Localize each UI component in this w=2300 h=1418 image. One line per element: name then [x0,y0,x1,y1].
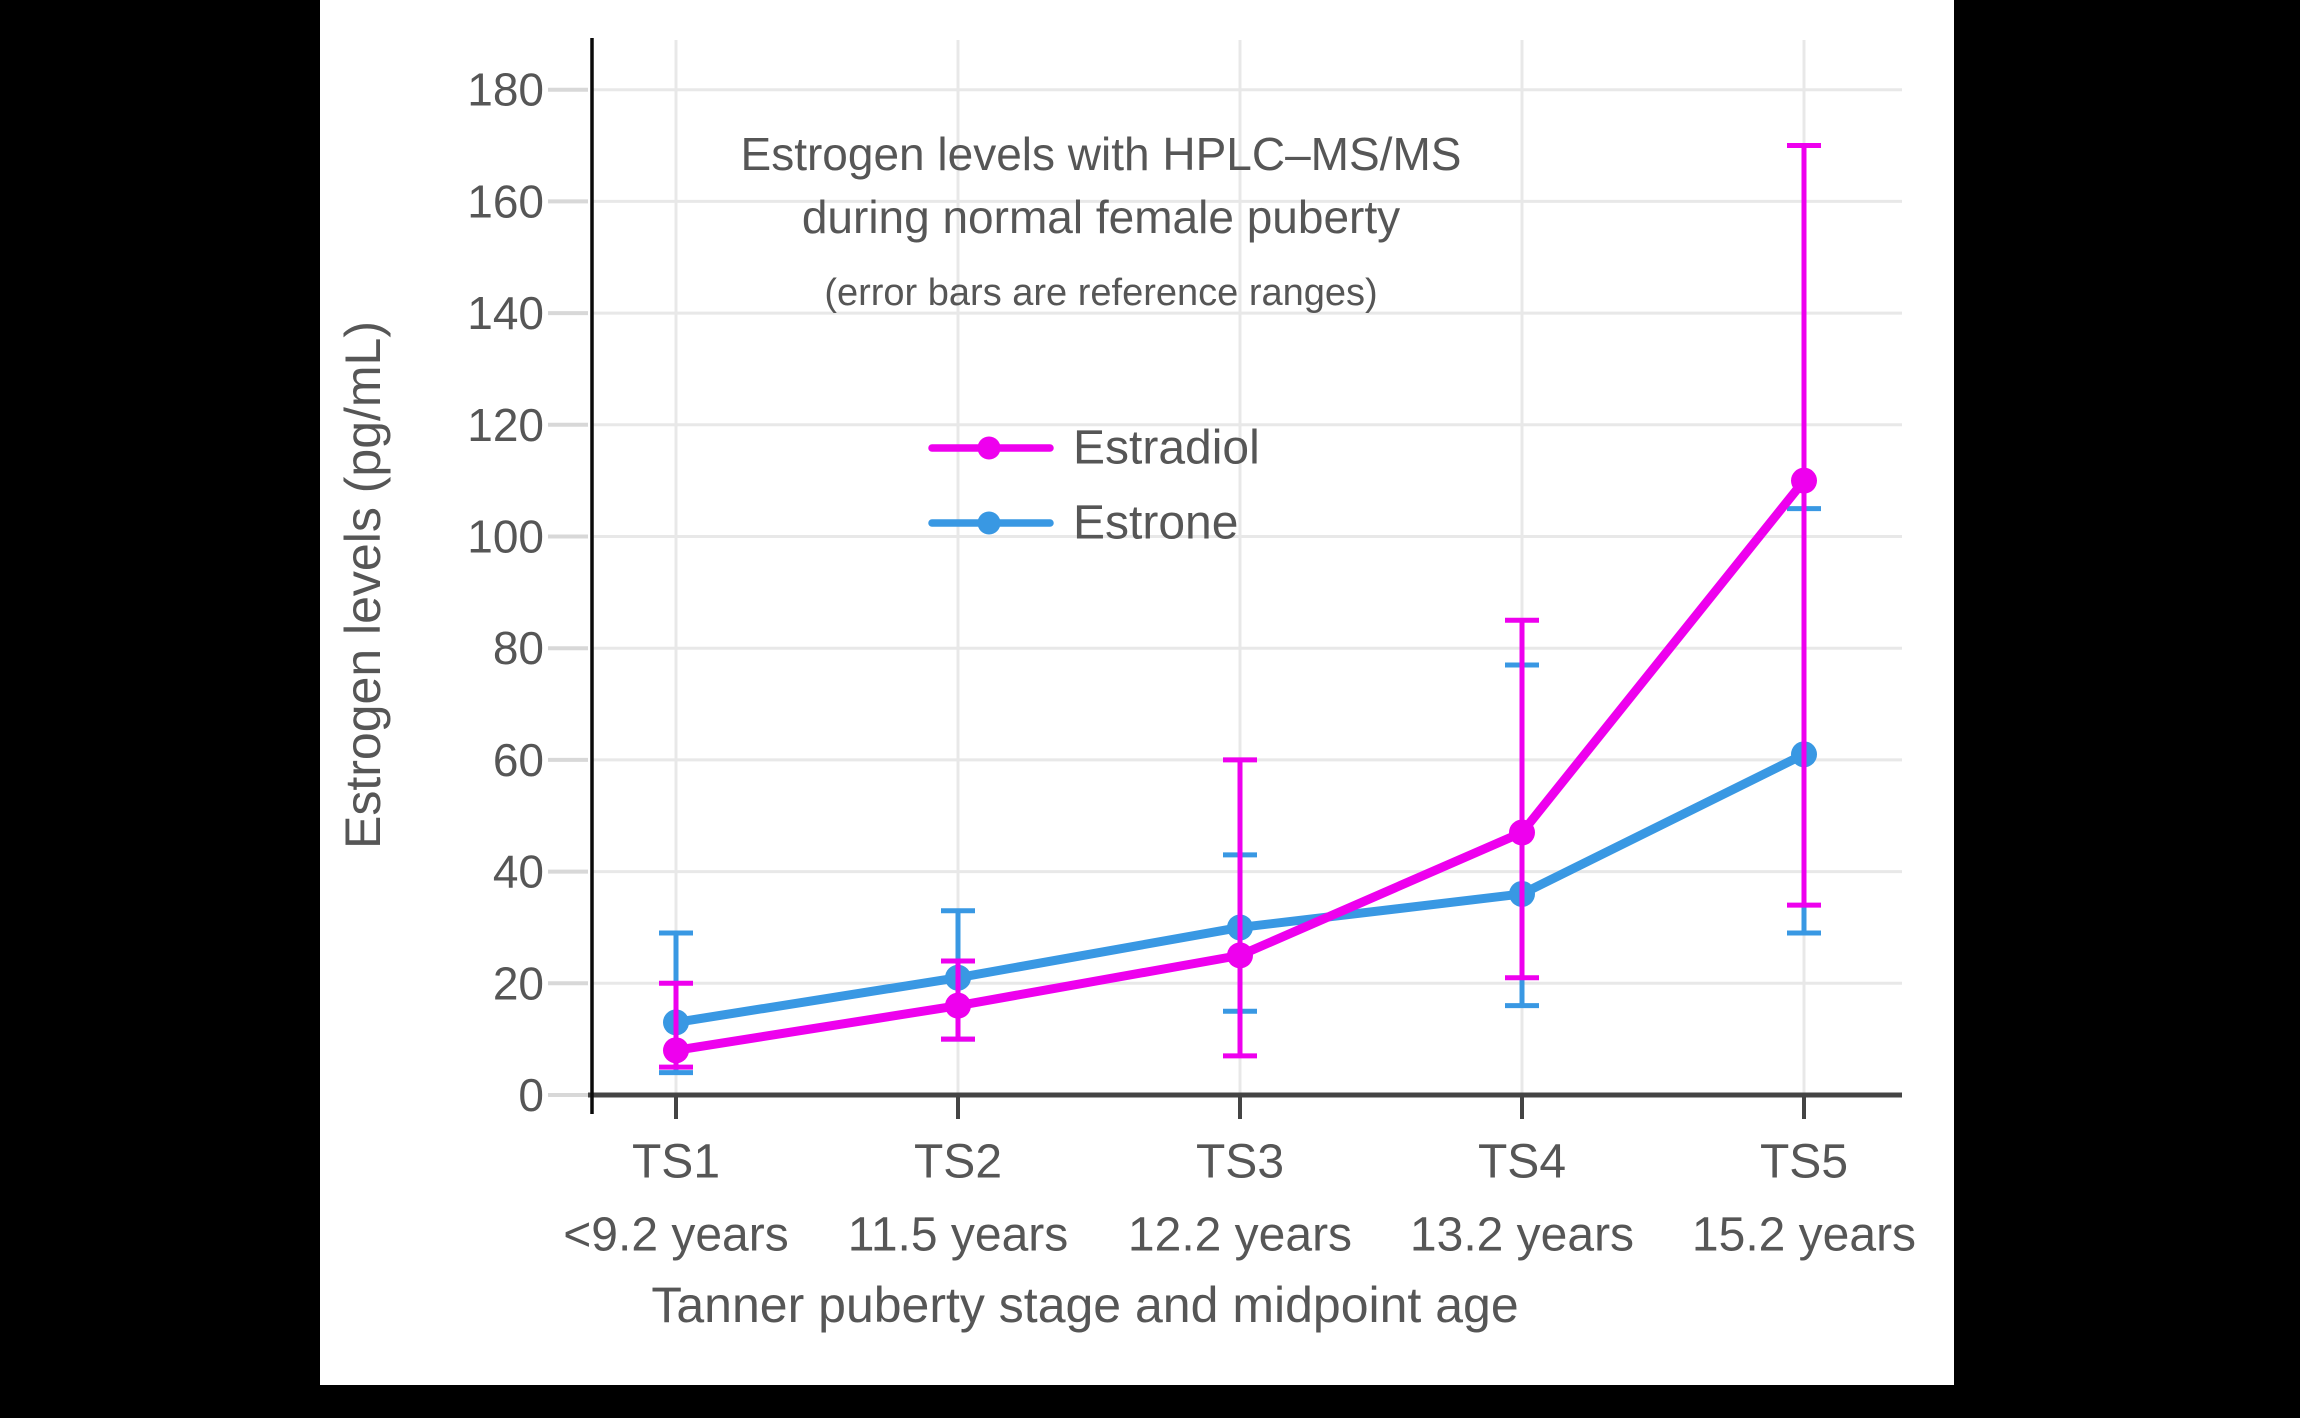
chart-subtitle: (error bars are reference ranges) [824,272,1377,314]
chart-title-line1: Estrogen levels with HPLC–MS/MS [741,128,1462,180]
age-label-TS4: 13.2 years [1410,1209,1634,1262]
age-label-TS2: 11.5 years [848,1209,1069,1262]
legend-label-estrone: Estrone [1073,497,1238,550]
x-tick-label-TS5: TS5 [1760,1136,1848,1189]
chart-title-line2: during normal female puberty [802,191,1400,243]
data-point-estradiol-TS3[interactable] [1227,942,1253,969]
data-point-estradiol-TS4[interactable] [1509,819,1535,846]
y-tick-label-180: 180 [467,64,544,116]
x-tick-label-TS1: TS1 [632,1136,720,1189]
age-label-TS1: <9.2 years [563,1209,788,1262]
legend-marker-estradiol-icon [977,436,1001,460]
legend-item-estradiol[interactable]: Estradiol [928,422,1260,475]
data-point-estradiol-TS2[interactable] [945,992,971,1019]
age-label-TS5: 15.2 years [1692,1209,1916,1262]
y-tick-label-0: 0 [518,1069,544,1121]
plot-marks: 0 20 40 60 80 100 120 140 160 180 TS1 <9.2 years TS2… [467,38,1916,1262]
y-tick-label-140: 140 [467,287,544,339]
label-layer: Estrogen levels with HPLC–MS/MS during n… [335,128,1519,1333]
data-point-estradiol-TS1[interactable] [663,1037,689,1064]
x-axis-title: Tanner puberty stage and midpoint age [651,1277,1518,1333]
y-tick-label-40: 40 [493,846,544,898]
legend-marker-estrone-icon [977,511,1001,535]
age-label-TS3: 12.2 years [1128,1209,1352,1262]
estrogen-line-chart: 0 20 40 60 80 100 120 140 160 180 TS1 <9.2 years TS2… [335,38,1916,1333]
x-tick-label-TS4: TS4 [1478,1136,1566,1189]
y-tick-label-80: 80 [493,622,544,674]
y-tick-label-100: 100 [467,511,544,563]
chart-canvas: 0 20 40 60 80 100 120 140 160 180 TS1 <9.2 years TS2… [320,0,1954,1385]
y-tick-label-20: 20 [493,957,544,1009]
y-tick-label-120: 120 [467,399,544,451]
y-axis-title: Estrogen levels (pg/mL) [335,321,391,849]
x-tick-label-TS3: TS3 [1196,1136,1284,1189]
legend-label-estradiol: Estradiol [1073,422,1260,475]
y-tick-label-160: 160 [467,175,544,227]
legend-item-estrone[interactable]: Estrone [928,497,1238,550]
legend: Estradiol Estrone [928,422,1260,550]
y-tick-label-60: 60 [493,734,544,786]
x-tick-label-TS2: TS2 [914,1136,1002,1189]
data-point-estradiol-TS5[interactable] [1791,467,1817,494]
